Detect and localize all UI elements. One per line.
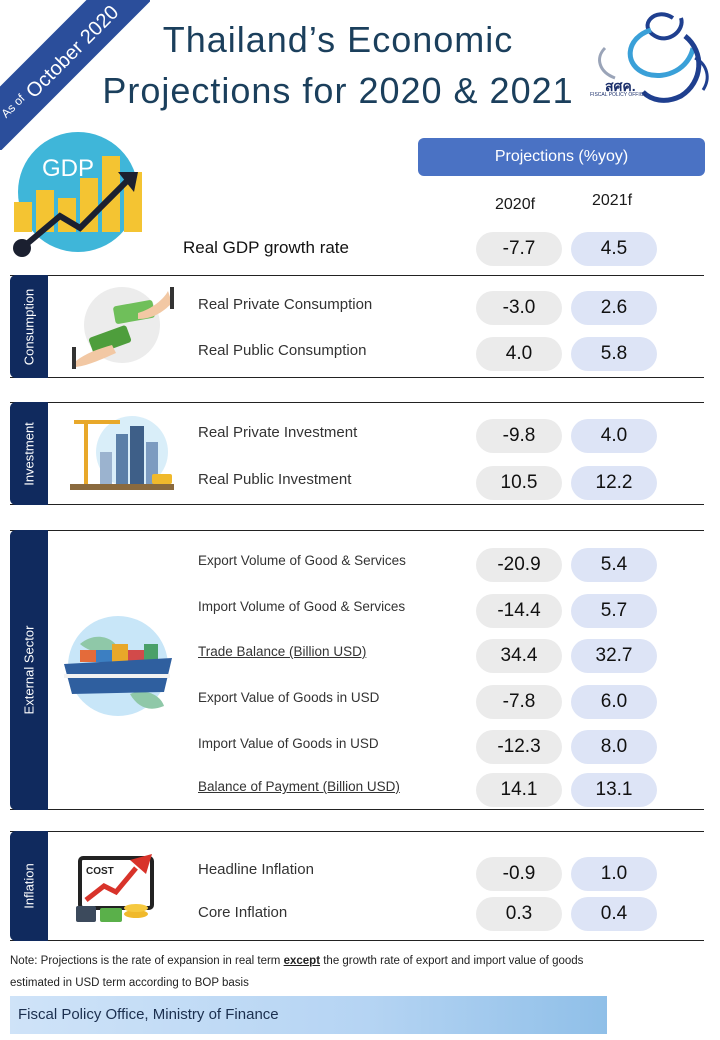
- external-row-value-2021: 6.0: [571, 685, 657, 719]
- inflation-row-value-2020: 0.3: [476, 897, 562, 931]
- investment-row-value-2020: -9.8: [476, 419, 562, 453]
- external-row-value-2020: -12.3: [476, 730, 562, 764]
- consumption-row-label: Real Private Consumption: [198, 296, 373, 313]
- inflation-row-label: Headline Inflation: [198, 861, 314, 878]
- external-row-value-2021: 13.1: [571, 773, 657, 807]
- external-sector-section: External Sector: [10, 530, 704, 810]
- footnote-prefix: Note: Projections is the rate of expansi…: [10, 955, 284, 967]
- external-row-label: Import Value of Goods in USD: [198, 736, 379, 751]
- consumption-row-value-2021: 5.8: [571, 337, 657, 371]
- external-row-label: Export Volume of Good & Services: [198, 553, 406, 568]
- cargo-ship-globe-icon: [64, 616, 172, 716]
- external-sector-tab-label: External Sector: [21, 625, 37, 715]
- column-header-2020: 2020f: [495, 196, 536, 213]
- consumption-tab-label: Consumption: [21, 288, 37, 365]
- external-row-label: Trade Balance (Billion USD): [198, 644, 367, 659]
- external-row-value-2021: 8.0: [571, 730, 657, 764]
- inflation-row-value-2021: 1.0: [571, 857, 657, 891]
- consumption-tab: Consumption: [10, 275, 48, 378]
- consumption-row-value-2020: -3.0: [476, 291, 562, 325]
- gdp-value-2020: -7.7: [476, 232, 562, 266]
- external-row-value-2020: -14.4: [476, 594, 562, 628]
- inflation-tab: Inflation: [10, 831, 48, 941]
- footnote-emphasis: except: [283, 955, 321, 967]
- footer-text: Fiscal Policy Office, Ministry of Financ…: [18, 1006, 279, 1023]
- investment-tab-label: Investment: [21, 421, 37, 486]
- investment-row-label: Real Public Investment: [198, 471, 352, 488]
- consumption-section: Consumption: [10, 275, 704, 378]
- title-line-2: Projections for 2020 & 2021: [102, 70, 574, 111]
- investment-row-value-2021: 4.0: [571, 419, 657, 453]
- investment-section: Investment: [10, 402, 704, 505]
- external-row-value-2021: 32.7: [571, 639, 657, 673]
- footer-bar: Fiscal Policy Office, Ministry of Financ…: [10, 996, 607, 1034]
- projections-header: Projections (%yoy): [418, 138, 705, 176]
- external-sector-tab: External Sector: [10, 530, 48, 810]
- title-line-1: Thailand’s Economic: [162, 19, 514, 60]
- gdp-label: Real GDP growth rate: [183, 238, 349, 257]
- external-row-value-2020: -7.8: [476, 685, 562, 719]
- logo-subtitle: FISCAL POLICY OFFICE: [590, 92, 647, 98]
- external-row-value-2021: 5.7: [571, 594, 657, 628]
- logo-text: สศค.: [605, 78, 636, 94]
- cost-chart-icon: COST: [76, 854, 154, 922]
- footnote-suffix: the growth rate of export and import val…: [10, 955, 584, 989]
- consumption-row-value-2020: 4.0: [476, 337, 562, 371]
- as-of-label: As of: [0, 91, 28, 121]
- fiscal-policy-office-logo: [598, 12, 709, 103]
- inflation-row-value-2020: -0.9: [476, 857, 562, 891]
- external-row-label: Export Value of Goods in USD: [198, 690, 380, 705]
- page-title: Thailand’s Economic Projections for 2020…: [98, 14, 578, 116]
- consumption-row-value-2021: 2.6: [571, 291, 657, 325]
- column-header-2021: 2021f: [592, 192, 633, 209]
- inflation-section: Inflation: [10, 831, 704, 941]
- investment-row-value-2021: 12.2: [571, 466, 657, 500]
- external-row-label: Import Volume of Good & Services: [198, 599, 406, 614]
- external-row-value-2020: -20.9: [476, 548, 562, 582]
- investment-tab: Investment: [10, 402, 48, 505]
- gdp-icon-text: GDP: [42, 155, 94, 182]
- inflation-row-label: Core Inflation: [198, 904, 288, 921]
- investment-row-value-2020: 10.5: [476, 466, 562, 500]
- money-exchange-icon: [72, 287, 174, 369]
- external-row-value-2020: 14.1: [476, 773, 562, 807]
- investment-row-label: Real Private Investment: [198, 424, 358, 441]
- gdp-value-2021: 4.5: [571, 232, 657, 266]
- external-row-label: Balance of Payment (Billion USD): [198, 779, 400, 794]
- gdp-growth-icon: GDP: [13, 132, 142, 257]
- construction-city-icon: [70, 416, 174, 490]
- inflation-row-value-2021: 0.4: [571, 897, 657, 931]
- footnote: Note: Projections is the rate of expansi…: [10, 950, 620, 994]
- cost-icon-text: COST: [86, 866, 114, 877]
- inflation-tab-label: Inflation: [21, 863, 37, 909]
- external-row-value-2021: 5.4: [571, 548, 657, 582]
- consumption-row-label: Real Public Consumption: [198, 342, 367, 359]
- external-row-value-2020: 34.4: [476, 639, 562, 673]
